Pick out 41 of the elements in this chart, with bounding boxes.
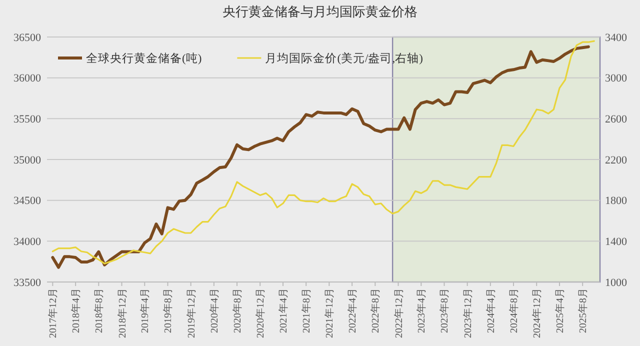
y2-tick-label: 3000: [605, 72, 628, 85]
y-tick-label: 35500: [14, 114, 42, 126]
x-tick-label: 2022年4月: [346, 288, 359, 333]
y-tick-label: 33500: [14, 276, 42, 289]
y-tick-label: 36500: [14, 32, 42, 44]
x-tick-label: 2021年4月: [278, 288, 290, 333]
y2-tick-label: 2600: [605, 114, 628, 126]
x-tick-label: 2018年8月: [93, 288, 106, 333]
x-tick-label: 2019年4月: [139, 288, 152, 333]
y-tick-label: 35000: [14, 154, 42, 166]
x-tick-label: 2019年12月: [185, 288, 198, 338]
x-tick-label: 2019年8月: [162, 288, 174, 333]
x-tick-label: 2018年4月: [70, 288, 82, 333]
y-tick-label: 36000: [14, 72, 42, 85]
x-tick-label: 2023年8月: [438, 288, 451, 333]
y-tick-label: 34500: [14, 195, 42, 208]
x-tick-label: 2020年4月: [208, 288, 220, 333]
x-tick-label: 2017年12月: [47, 288, 60, 338]
y2-tick-label: 2200: [605, 154, 628, 166]
x-tick-label: 2024年4月: [484, 288, 497, 333]
x-tick-label: 2018年12月: [116, 288, 128, 338]
x-tick-label: 2023年4月: [416, 288, 428, 333]
x-tick-label: 2025年4月: [554, 288, 566, 333]
x-tick-label: 2021年12月: [324, 288, 336, 338]
legend-label: 全球央行黄金储备(吨): [86, 52, 202, 66]
x-tick-label: 2021年8月: [300, 288, 313, 333]
x-tick-label: 2020年8月: [232, 288, 244, 333]
x-tick-label: 2022年12月: [392, 288, 405, 338]
legend-label: 月均国际金价(美元/盎司,右轴): [265, 51, 424, 66]
x-tick-label: 2020年12月: [254, 288, 267, 338]
y2-tick-label: 1000: [605, 276, 628, 289]
x-tick-label: 2025年8月: [577, 288, 590, 333]
y-tick-label: 34000: [14, 236, 42, 248]
y2-tick-label: 3400: [605, 32, 628, 44]
y2-tick-label: 1400: [605, 236, 628, 248]
y2-tick-label: 1800: [605, 195, 628, 208]
chart-title: 央行黄金储备与月均国际黄金价格: [222, 4, 418, 19]
x-tick-label: 2022年8月: [370, 288, 382, 333]
x-tick-label: 2024年8月: [508, 288, 520, 333]
x-tick-label: 2023年12月: [462, 288, 474, 338]
x-tick-label: 2024年12月: [531, 288, 544, 338]
